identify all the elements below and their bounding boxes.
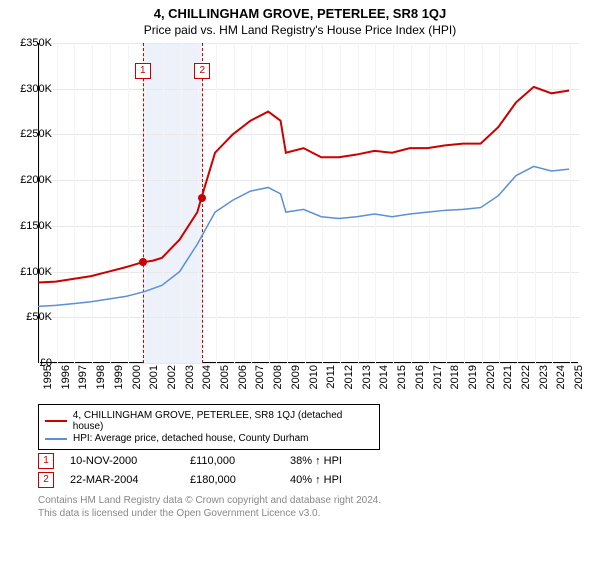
sale-row: 1 10-NOV-2000£110,00038% ↑ HPI — [38, 453, 600, 469]
xtick-label: 1997 — [77, 365, 89, 389]
xtick-label: 2019 — [467, 365, 479, 389]
xtick-label: 2014 — [378, 365, 390, 389]
sale-row: 2 22-MAR-2004£180,00040% ↑ HPI — [38, 472, 600, 488]
xtick-label: 1999 — [113, 365, 125, 389]
xtick-label: 2012 — [343, 365, 355, 389]
xtick-label: 2011 — [325, 365, 337, 389]
sales-list: 1 10-NOV-2000£110,00038% ↑ HPI 2 22-MAR-200… — [0, 453, 600, 488]
xtick-label: 1998 — [95, 365, 107, 389]
footer-line2: This data is licensed under the Open Gov… — [38, 507, 600, 520]
xtick-label: 2007 — [254, 365, 266, 389]
footer-line1: Contains HM Land Registry data © Crown c… — [38, 494, 600, 507]
sale-num-box: 2 — [38, 472, 54, 488]
xtick-label: 2002 — [166, 365, 178, 389]
xtick-label: 2013 — [361, 365, 373, 389]
legend-item-hpi: HPI: Average price, detached house, Coun… — [45, 433, 373, 444]
xtick-label: 1996 — [60, 365, 72, 389]
xtick-label: 2000 — [131, 365, 143, 389]
legend-label-hpi: HPI: Average price, detached house, Coun… — [73, 433, 309, 444]
xtick-label: 2001 — [148, 365, 160, 389]
xtick-label: 2006 — [237, 365, 249, 389]
sale-num-box: 1 — [38, 453, 54, 469]
xtick-label: 2005 — [219, 365, 231, 389]
xtick-label: 2017 — [432, 365, 444, 389]
xtick-label: 2020 — [485, 365, 497, 389]
page-subtitle: Price paid vs. HM Land Registry's House … — [0, 23, 600, 37]
legend-item-property: 4, CHILLINGHAM GROVE, PETERLEE, SR8 1QJ … — [45, 410, 373, 432]
footer: Contains HM Land Registry data © Crown c… — [38, 494, 600, 520]
xtick-label: 2004 — [201, 365, 213, 389]
xtick-label: 2023 — [538, 365, 550, 389]
xtick-label: 2009 — [290, 365, 302, 389]
legend-swatch-property — [45, 420, 67, 422]
series-property — [38, 87, 569, 283]
xtick-label: 2021 — [502, 365, 514, 389]
xtick-label: 2022 — [520, 365, 532, 389]
ytick-label: £200K — [20, 174, 52, 186]
xtick-label: 2024 — [555, 365, 567, 389]
sale-date: 10-NOV-2000 — [70, 455, 190, 467]
legend: 4, CHILLINGHAM GROVE, PETERLEE, SR8 1QJ … — [38, 404, 380, 450]
ytick-label: £300K — [20, 83, 52, 95]
sale-price: £110,000 — [190, 455, 290, 467]
ytick-label: £350K — [20, 37, 52, 49]
ytick-label: £100K — [20, 266, 52, 278]
xtick-label: 2008 — [272, 365, 284, 389]
xtick-label: 2025 — [573, 365, 585, 389]
chart-lines — [38, 43, 578, 363]
xtick-label: 2016 — [414, 365, 426, 389]
xtick-label: 2010 — [308, 365, 320, 389]
xtick-label: 1995 — [42, 365, 54, 389]
xtick-label: 2015 — [396, 365, 408, 389]
ytick-label: £50K — [26, 311, 52, 323]
series-hpi — [38, 166, 569, 306]
legend-label-property: 4, CHILLINGHAM GROVE, PETERLEE, SR8 1QJ … — [73, 410, 373, 432]
ytick-label: £250K — [20, 128, 52, 140]
ytick-label: £150K — [20, 220, 52, 232]
xtick-label: 2018 — [449, 365, 461, 389]
legend-swatch-hpi — [45, 438, 67, 440]
chart-area: 12 £0£50K£100K£150K£200K£250K£300K£350K1… — [38, 43, 596, 398]
page-title: 4, CHILLINGHAM GROVE, PETERLEE, SR8 1QJ — [0, 6, 600, 21]
sale-pct: 40% ↑ HPI — [290, 474, 342, 486]
sale-price: £180,000 — [190, 474, 290, 486]
xtick-label: 2003 — [184, 365, 196, 389]
sale-date: 22-MAR-2004 — [70, 474, 190, 486]
sale-pct: 38% ↑ HPI — [290, 455, 342, 467]
gridline-h — [39, 363, 579, 364]
